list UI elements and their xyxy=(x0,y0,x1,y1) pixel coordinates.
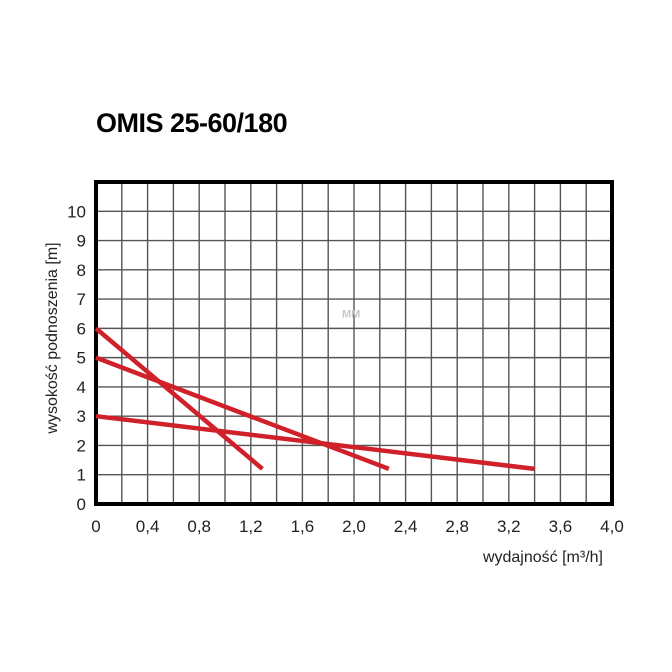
x-tick-label: 0,8 xyxy=(187,517,211,536)
watermark: MM xyxy=(342,309,360,321)
x-tick-label: 0 xyxy=(91,517,100,536)
plot-frame xyxy=(94,180,614,506)
y-axis-label: wysokość podnoszenia [m] xyxy=(44,242,61,434)
y-tick-label: 1 xyxy=(77,466,86,485)
x-tick-label: 2,0 xyxy=(342,517,366,536)
series-line-2 xyxy=(95,355,390,471)
y-tick-label: 8 xyxy=(77,261,86,280)
x-tick-label: 4,0 xyxy=(600,517,624,536)
y-tick-labels: 0 1 2 3 4 5 6 7 8 9 10 xyxy=(67,202,86,514)
x-tick-labels: 0 0,4 0,8 1,2 1,6 2,0 2,4 2,8 3,2 3,6 4,0 xyxy=(91,517,624,536)
chart-title: OMIS 25-60/180 xyxy=(96,108,288,138)
x-tick-label: 0,4 xyxy=(136,517,160,536)
y-tick-label: 3 xyxy=(77,407,86,426)
x-tick-label: 3,6 xyxy=(549,517,573,536)
x-tick-label: 2,8 xyxy=(445,517,469,536)
y-tick-label: 0 xyxy=(77,495,86,514)
x-tick-label: 1,6 xyxy=(291,517,315,536)
series-group xyxy=(94,326,535,472)
y-tick-label: 5 xyxy=(77,349,86,368)
y-tick-label: 2 xyxy=(77,436,86,455)
y-tick-label: 7 xyxy=(77,290,86,309)
y-tick-label: 4 xyxy=(77,378,86,397)
x-tick-label: 1,2 xyxy=(239,517,263,536)
y-tick-label: 6 xyxy=(77,319,86,338)
x-axis-label: wydajność [m³/h] xyxy=(482,549,603,566)
y-tick-label: 10 xyxy=(67,202,86,221)
series-line-3 xyxy=(95,413,535,472)
x-tick-label: 3,2 xyxy=(497,517,521,536)
series-line-1 xyxy=(94,326,264,471)
x-tick-label: 2,4 xyxy=(394,517,418,536)
y-tick-label: 9 xyxy=(77,232,86,251)
